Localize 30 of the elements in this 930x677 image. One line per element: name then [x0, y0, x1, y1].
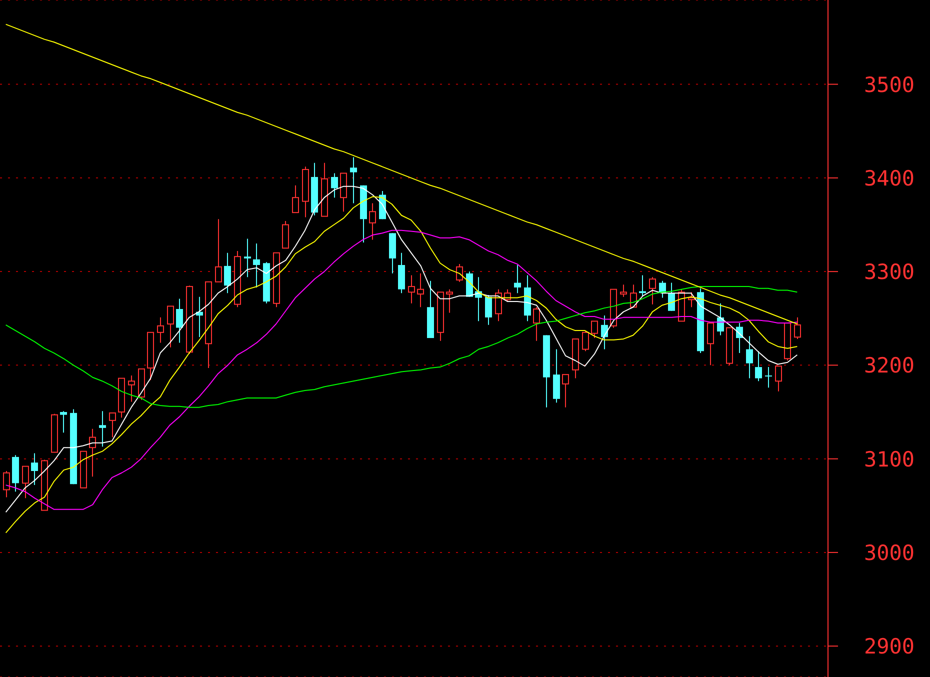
y-tick-label: 3300	[864, 260, 915, 284]
candlestick	[302, 166, 309, 218]
candlestick	[639, 274, 646, 296]
candlestick	[417, 272, 424, 308]
candlestick	[620, 284, 627, 298]
candlestick	[157, 316, 164, 344]
candlestick	[253, 242, 260, 288]
candlestick	[244, 238, 251, 278]
y-tick-label: 3500	[864, 72, 915, 97]
candlestick	[369, 202, 376, 240]
y-tick-label: 3100	[864, 447, 915, 472]
candlestick	[485, 294, 492, 326]
candlestick	[408, 274, 415, 304]
candlestick	[60, 410, 67, 434]
y-tick-label: 2900	[864, 634, 915, 659]
candlestick	[350, 156, 357, 204]
candlestick	[668, 282, 675, 312]
candlestick	[128, 374, 135, 402]
candlestick	[331, 172, 338, 198]
candlestick	[755, 350, 762, 382]
candlestick	[224, 252, 231, 294]
candlestick	[31, 452, 38, 486]
candlestick	[514, 264, 521, 294]
y-tick-label: 3000	[864, 541, 915, 566]
candlestick	[176, 298, 183, 344]
y-tick-label: 3400	[864, 166, 915, 190]
candlestick	[99, 410, 106, 448]
candlestick	[765, 366, 772, 388]
candlestick	[746, 336, 753, 379]
y-tick-label: 3200	[864, 354, 915, 378]
